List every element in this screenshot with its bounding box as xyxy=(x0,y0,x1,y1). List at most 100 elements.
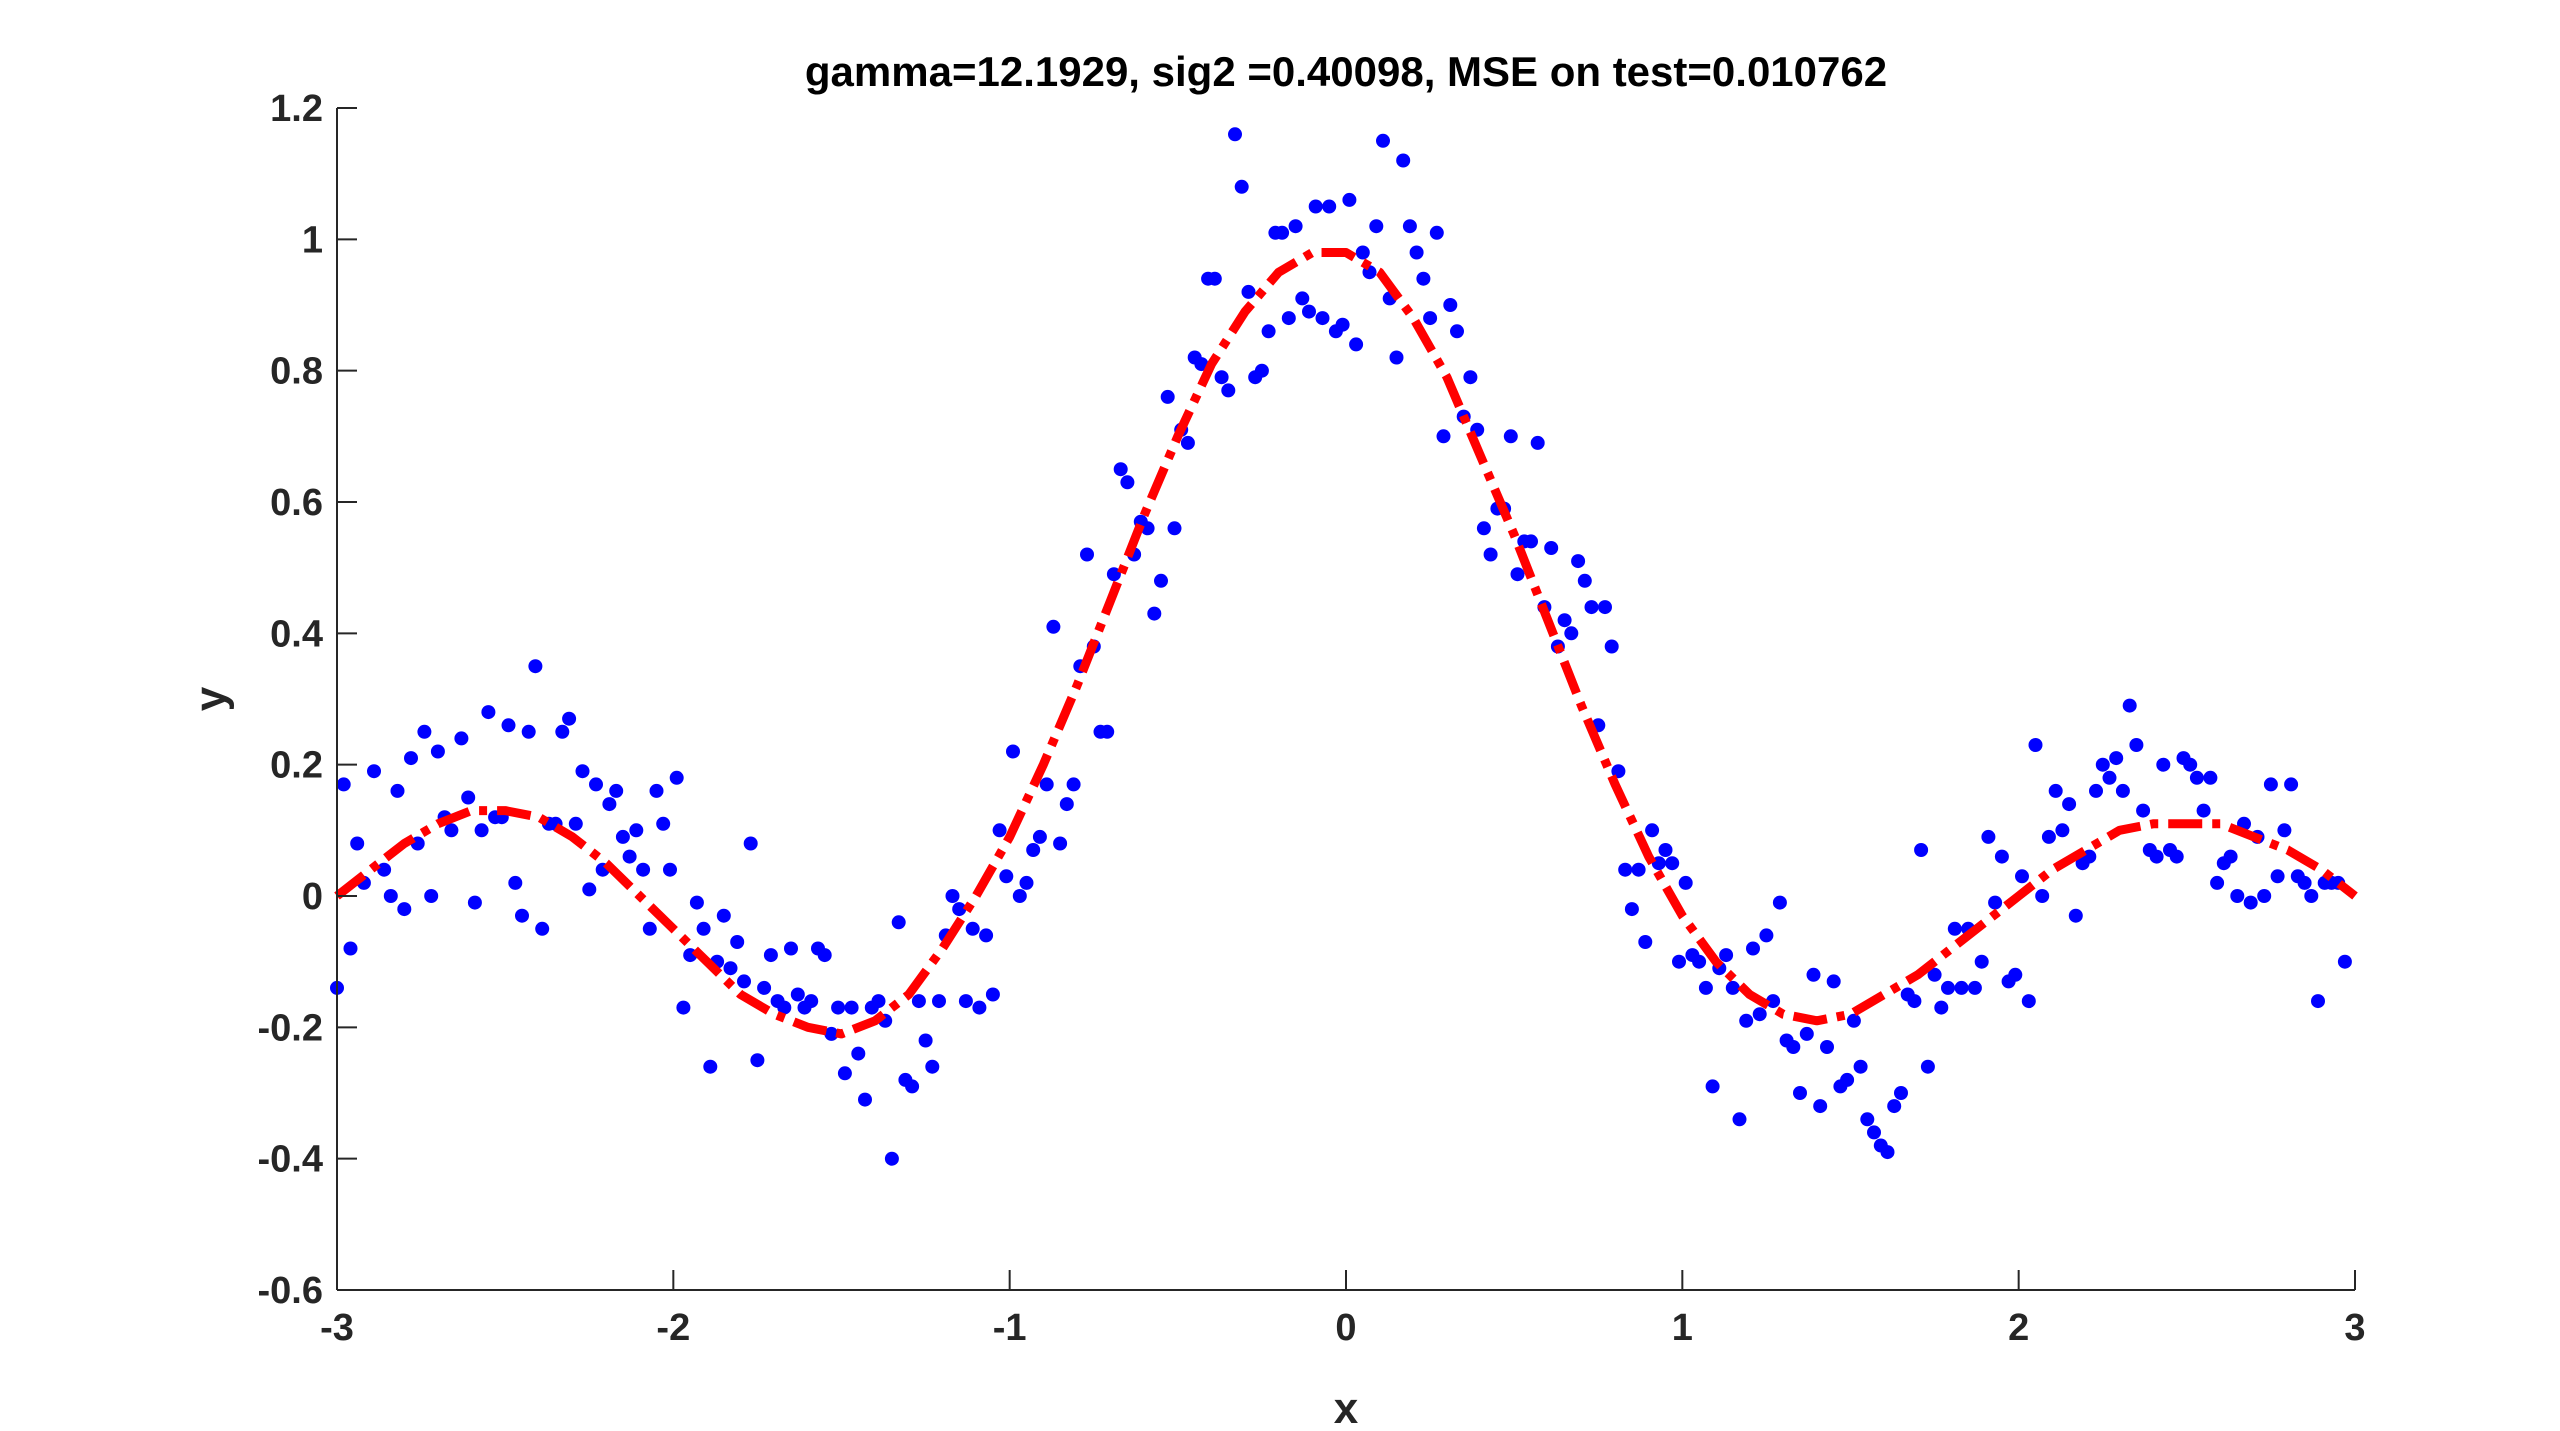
data-point xyxy=(2337,954,2352,969)
data-point xyxy=(350,836,365,851)
data-point xyxy=(1416,271,1431,286)
data-point xyxy=(2284,777,2299,792)
data-point xyxy=(1059,797,1074,812)
data-point xyxy=(336,777,351,792)
data-point xyxy=(716,908,731,923)
data-point xyxy=(1302,304,1316,319)
data-point xyxy=(905,1079,920,1094)
data-point xyxy=(1618,862,1633,877)
y-tick-label: -0.4 xyxy=(258,1139,323,1181)
data-point xyxy=(2223,849,2238,864)
data-point xyxy=(1658,843,1673,857)
data-point xyxy=(723,961,738,976)
data-point xyxy=(582,882,597,897)
data-point xyxy=(2156,757,2171,772)
data-point xyxy=(932,994,946,1009)
data-point xyxy=(1799,1026,1814,1041)
data-point xyxy=(575,764,590,779)
data-point xyxy=(837,1066,852,1081)
data-point xyxy=(1315,311,1330,326)
data-point xyxy=(1665,856,1680,871)
data-point xyxy=(444,823,459,838)
data-point xyxy=(1698,980,1713,995)
data-point xyxy=(979,928,994,943)
data-point xyxy=(1167,521,1182,536)
data-point xyxy=(2277,823,2292,838)
data-point xyxy=(851,1046,866,1061)
data-point xyxy=(737,974,751,989)
data-point xyxy=(2210,875,2225,890)
data-point xyxy=(629,823,644,838)
data-point xyxy=(1194,357,1209,372)
data-point xyxy=(992,823,1007,838)
data-point xyxy=(1880,1145,1895,1160)
data-point xyxy=(1436,429,1451,444)
data-point xyxy=(481,705,496,720)
x-tick-label: -3 xyxy=(320,1307,354,1349)
data-point xyxy=(1019,875,1034,890)
data-point xyxy=(784,941,798,956)
data-point xyxy=(474,823,489,838)
data-point xyxy=(1389,350,1404,365)
data-point xyxy=(656,816,671,831)
data-point xyxy=(1806,967,1821,982)
data-point xyxy=(952,902,967,917)
data-point xyxy=(528,659,543,674)
data-point xyxy=(2035,889,2050,903)
data-point xyxy=(467,895,482,910)
data-point xyxy=(1530,435,1545,450)
x-tick-label: -1 xyxy=(993,1307,1027,1349)
data-point xyxy=(1228,127,1242,142)
data-point xyxy=(367,764,381,779)
data-point xyxy=(1369,219,1384,234)
y-tick-label: 1.2 xyxy=(270,88,323,130)
data-point xyxy=(1322,199,1337,214)
data-point xyxy=(2311,994,2325,1009)
data-point xyxy=(1483,547,1498,562)
data-point xyxy=(1275,225,1290,240)
data-point xyxy=(2297,875,2312,890)
data-point xyxy=(831,1000,846,1015)
data-point xyxy=(1732,1112,1747,1127)
data-point xyxy=(2149,849,2164,864)
data-point xyxy=(2263,777,2278,792)
data-point xyxy=(535,921,550,936)
data-point xyxy=(1974,954,1989,969)
data-point xyxy=(1402,219,1417,234)
y-tick-label: -0.2 xyxy=(258,1007,323,1049)
data-point xyxy=(1335,317,1350,332)
data-point xyxy=(824,1026,839,1041)
data-point xyxy=(1988,895,2003,910)
data-point xyxy=(669,770,684,785)
data-point xyxy=(1920,1059,1935,1074)
data-point xyxy=(985,987,1000,1002)
data-point xyxy=(1678,875,1693,890)
fitted-curve xyxy=(334,248,2358,1039)
data-point xyxy=(2196,803,2211,818)
data-point xyxy=(1234,179,1249,194)
y-axis-label: y xyxy=(186,686,235,711)
data-point xyxy=(642,921,657,936)
data-point xyxy=(1039,777,1054,792)
data-point xyxy=(1423,311,1438,326)
data-point xyxy=(2136,803,2151,818)
data-point xyxy=(1826,974,1841,989)
data-point xyxy=(1147,606,1162,621)
data-point xyxy=(1524,534,1538,549)
data-point xyxy=(2041,829,2056,844)
y-tick-label: 0 xyxy=(302,876,323,918)
data-point xyxy=(1638,935,1653,949)
data-point xyxy=(404,751,418,766)
x-axis-label: x xyxy=(1334,1384,1359,1431)
data-point xyxy=(2102,770,2117,785)
data-point xyxy=(383,889,398,903)
data-point xyxy=(515,908,529,923)
data-point xyxy=(1443,298,1458,312)
data-point xyxy=(2203,770,2218,785)
data-point xyxy=(568,816,583,831)
data-point xyxy=(757,980,772,995)
data-point xyxy=(2257,889,2272,903)
data-point xyxy=(1564,626,1579,641)
data-point xyxy=(1032,829,1047,844)
